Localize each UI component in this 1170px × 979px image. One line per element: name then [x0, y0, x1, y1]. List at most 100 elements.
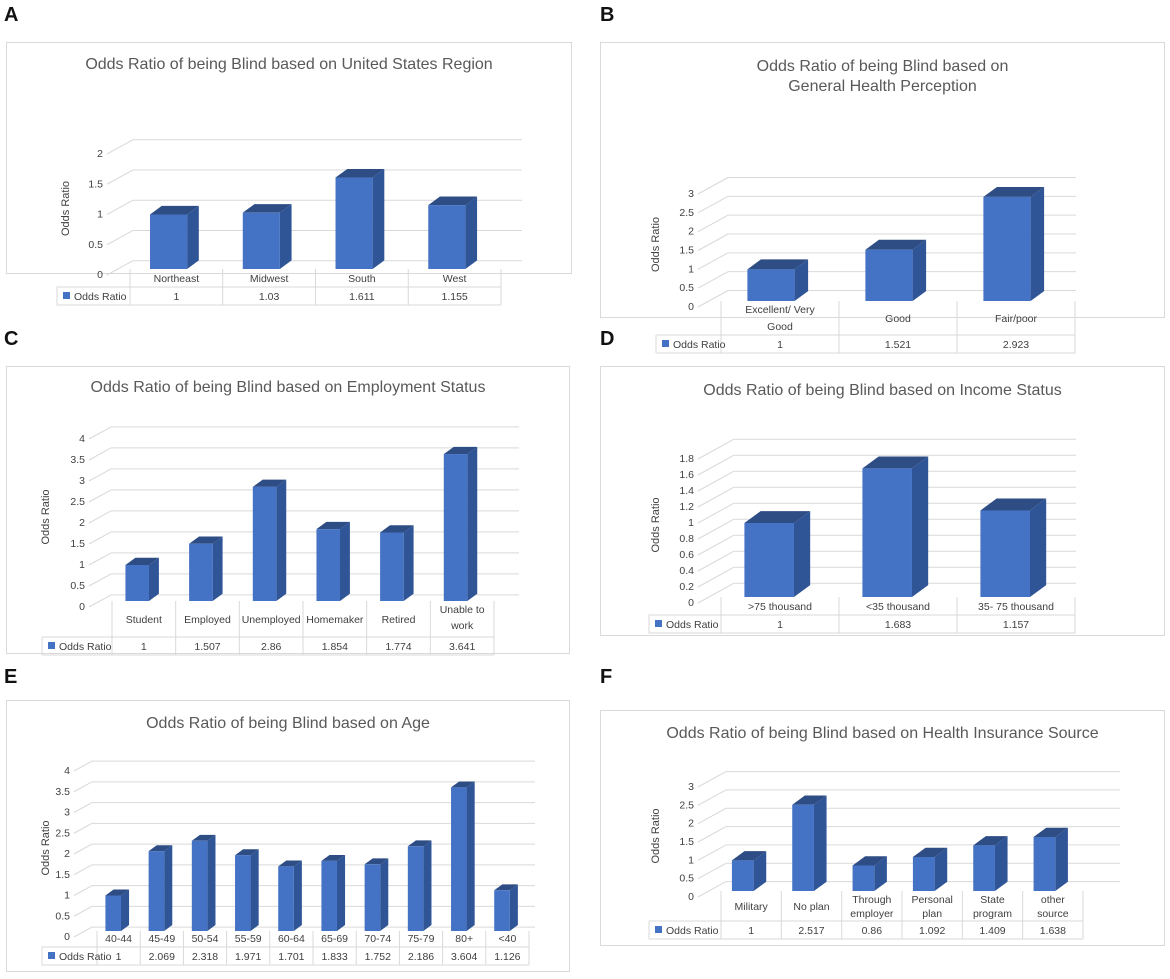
y-axis-label: Odds Ratio [650, 217, 662, 272]
gridline-diag [88, 510, 112, 524]
chart-panel-age: Odds Ratio of being Blind based on Age 0… [6, 700, 570, 972]
category-label: 80+ [455, 933, 473, 945]
y-tick-label: 3 [688, 188, 694, 200]
gridline-diag [697, 454, 735, 476]
bar-top [983, 187, 1045, 197]
chart-panel-income: Odds Ratio of being Blind based on Incom… [600, 366, 1165, 636]
chart-title: Odds Ratio of being Blind based on Gener… [756, 58, 1009, 95]
bar [494, 890, 510, 931]
chart-svg: 0 0.5 1 1.5 2 2.5 3 3.5 4 Odds Ratio Odds Ratio Stu… [40, 426, 519, 656]
bar-side [1030, 187, 1045, 301]
bar-top [105, 889, 130, 896]
bar [451, 787, 467, 931]
y-axis-label: Odds Ratio [60, 181, 72, 236]
bar [321, 860, 337, 931]
bar [252, 486, 277, 601]
legend-key [48, 952, 55, 959]
bar-side [794, 259, 809, 301]
data-label: 1.157 [1003, 619, 1029, 631]
category-label: 50-54 [192, 933, 219, 945]
data-label: 1.521 [885, 339, 911, 351]
data-label: 3.641 [449, 641, 475, 653]
panel-letter-f: F [600, 666, 613, 688]
y-axis-label: Odds Ratio [650, 497, 662, 552]
data-label: 0.86 [862, 925, 883, 937]
y-tick-label: 0 [97, 269, 103, 281]
bar [191, 840, 208, 931]
gridline-diag [73, 781, 93, 793]
y-tick-label: 2.5 [55, 827, 70, 839]
bar-side [465, 196, 478, 269]
y-tick-label: 0.6 [679, 549, 694, 561]
y-tick-label: 1.5 [55, 869, 70, 881]
legend-key [655, 620, 662, 627]
category-label: other source [1037, 894, 1069, 920]
data-table [41, 601, 495, 656]
bar-side [336, 854, 346, 931]
data-label: 2.923 [1003, 339, 1029, 351]
bar [278, 866, 294, 931]
bar-top [980, 498, 1047, 511]
data-label: 1.854 [322, 641, 348, 653]
y-axis-label: Odds Ratio [40, 489, 52, 544]
data-label: 2.318 [192, 951, 218, 963]
category-label: Unemployed [242, 614, 301, 626]
bar [744, 523, 794, 597]
category-label: >75 thousand [748, 601, 812, 613]
gridline-diag [697, 518, 735, 540]
y-tick-label: 2 [64, 848, 70, 860]
data-label: 1.752 [365, 951, 391, 963]
data-label: 1 [777, 339, 783, 351]
panel-letter-e: E [4, 666, 18, 688]
bar-side [149, 557, 159, 601]
y-tick-label: 0 [79, 601, 85, 613]
bar [148, 851, 165, 931]
bar-top [443, 446, 478, 455]
gridline-diag [697, 881, 727, 898]
bar-top [792, 795, 827, 805]
gridline-diag [697, 534, 735, 556]
data-label: 1.155 [441, 291, 467, 303]
bar-side [874, 856, 887, 891]
category-label: Unable to work [440, 604, 485, 632]
bar-side [753, 851, 767, 891]
bar-side [212, 536, 223, 601]
category-label: West [443, 273, 467, 285]
data-label: 1.683 [885, 619, 911, 631]
legend-key [655, 926, 662, 933]
gridline-diag [697, 771, 727, 788]
gridline-diag [697, 502, 735, 524]
y-tick-label: 3.5 [70, 454, 85, 466]
data-label: 2.069 [149, 951, 175, 963]
chart-panel-employment: Odds Ratio of being Blind based on Emplo… [6, 366, 570, 656]
data-label: 1.126 [494, 951, 520, 963]
y-tick-label: 1 [688, 517, 694, 529]
bar-side [372, 168, 385, 269]
category-label: 45-49 [148, 933, 175, 945]
gridline-diag [73, 885, 93, 896]
y-tick-label: 2.5 [679, 207, 694, 219]
bar [980, 510, 1030, 597]
category-label: <35 thousand [866, 601, 930, 613]
category-label: Northeast [154, 273, 200, 285]
category-label: 75-79 [408, 933, 435, 945]
bar-side [187, 205, 199, 269]
bar [125, 565, 150, 601]
bar-side [403, 525, 414, 601]
bar-top [321, 854, 346, 861]
bar-side [380, 858, 389, 931]
category-label: State program [973, 894, 1012, 920]
bar [862, 468, 912, 597]
bar-side [466, 781, 475, 931]
data-label: 1.971 [235, 951, 261, 963]
y-tick-label: 4 [79, 433, 85, 445]
data-table [648, 891, 1084, 940]
gridline-diag [697, 826, 727, 843]
data-label: 1 [141, 641, 147, 653]
y-tick-label: 3.5 [55, 786, 70, 798]
gridline-diag [697, 271, 729, 289]
data-label: 1 [173, 291, 179, 303]
bar-top [428, 196, 478, 206]
gridline-diag [73, 864, 93, 876]
y-tick-label: 1.5 [679, 836, 694, 848]
